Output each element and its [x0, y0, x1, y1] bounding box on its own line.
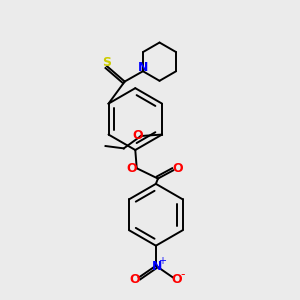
Text: S: S: [102, 56, 111, 69]
Text: N: N: [138, 61, 148, 74]
Text: +: +: [158, 256, 166, 266]
Text: O: O: [132, 129, 142, 142]
Text: O: O: [172, 162, 183, 175]
Text: O: O: [129, 273, 140, 286]
Text: O: O: [172, 273, 182, 286]
Text: N: N: [152, 260, 162, 273]
Text: -: -: [180, 268, 185, 281]
Text: O: O: [126, 162, 137, 175]
